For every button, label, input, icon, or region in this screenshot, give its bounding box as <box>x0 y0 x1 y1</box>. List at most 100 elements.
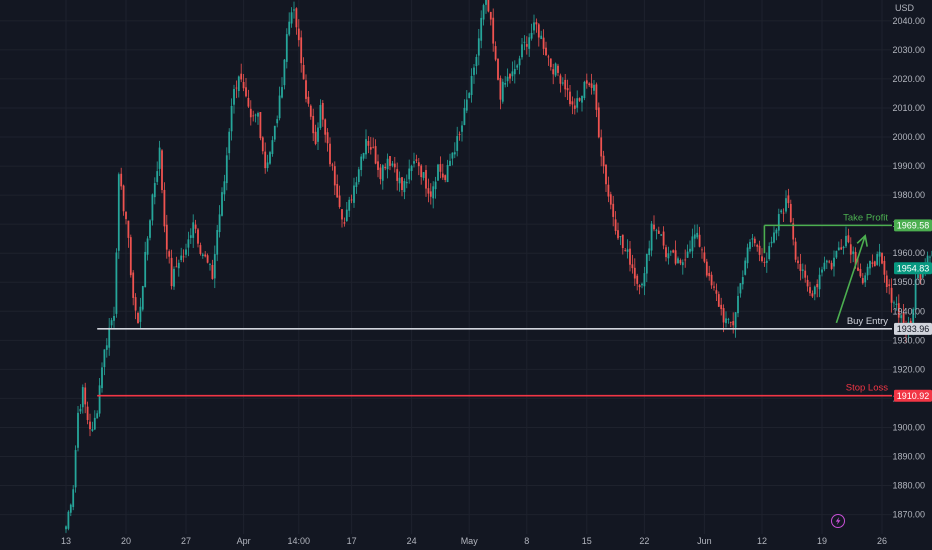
candle-body <box>845 235 847 247</box>
candle-body <box>566 88 569 91</box>
candle-body <box>763 261 766 263</box>
candle-body <box>242 81 245 89</box>
candle-body <box>885 275 888 288</box>
candle-body <box>240 73 243 80</box>
candle-body <box>588 83 591 86</box>
candle-body <box>86 406 89 421</box>
candle-body <box>825 260 828 263</box>
candle-body <box>578 98 581 101</box>
candle-body <box>201 254 204 256</box>
x-tick-label: 27 <box>181 536 191 546</box>
candle-body <box>849 244 852 255</box>
candle-body <box>461 125 463 132</box>
candle-body <box>475 56 478 67</box>
candle-body <box>489 11 492 20</box>
candle-body <box>684 259 687 261</box>
candle-body <box>890 287 893 303</box>
candle-body <box>321 102 324 120</box>
candle-body <box>355 182 358 188</box>
candle-body <box>569 91 571 105</box>
candle-body <box>206 255 209 263</box>
y-tick-label: 1940.00 <box>892 306 925 316</box>
candle-body <box>737 295 739 314</box>
candle-body <box>396 169 399 181</box>
candle-body <box>113 315 115 321</box>
candle-body <box>583 81 586 99</box>
candle-body <box>792 223 795 240</box>
candle-body <box>137 312 139 324</box>
candle-body <box>585 80 588 84</box>
candle-body <box>427 188 430 194</box>
candle-body <box>465 99 468 111</box>
candle-body <box>686 251 689 258</box>
y-tick-label: 2010.00 <box>892 103 925 113</box>
candle-body <box>362 153 365 159</box>
candle-body <box>857 267 859 271</box>
candle-body <box>420 165 423 178</box>
y-tick-label: 1870.00 <box>892 510 925 520</box>
candle-body <box>384 166 387 169</box>
candle-body <box>835 250 838 258</box>
candle-body <box>624 250 627 252</box>
candle-body <box>117 174 120 251</box>
candle-body <box>821 269 823 273</box>
x-tick-label: 17 <box>347 536 357 546</box>
candle-body <box>590 83 593 88</box>
candle-body <box>816 283 819 288</box>
candle-body <box>105 345 108 350</box>
candle-body <box>775 229 778 234</box>
candle-body <box>89 421 91 430</box>
y-tick-label: 1890.00 <box>892 451 925 461</box>
candle-body <box>269 152 271 164</box>
price-badge-text: 1910.92 <box>897 391 930 401</box>
candle-body <box>211 265 214 279</box>
candle-body <box>645 253 648 274</box>
candle-body <box>477 38 480 56</box>
take-profit-arrow <box>835 234 868 324</box>
candle-body <box>122 185 125 212</box>
candle-body <box>770 241 773 244</box>
candle-body <box>696 232 699 238</box>
candle-body <box>564 79 567 90</box>
candle-body <box>266 162 269 169</box>
candle-body <box>336 184 339 198</box>
candle-body <box>434 181 437 190</box>
candle-body <box>374 146 377 164</box>
y-tick-label: 1900.00 <box>892 422 925 432</box>
candle-body <box>809 287 811 294</box>
candle-body <box>350 199 353 201</box>
candle-body <box>761 256 763 262</box>
candle-body <box>797 260 799 264</box>
arrow-shaft <box>835 235 866 324</box>
candle-body <box>451 152 454 159</box>
x-tick-label: Apr <box>237 536 251 546</box>
x-tick-label: May <box>461 536 479 546</box>
candle-body <box>732 321 735 326</box>
candle-body <box>456 136 459 151</box>
grid <box>0 0 892 534</box>
candle-body <box>626 249 629 252</box>
candle-body <box>110 320 113 326</box>
candle-body <box>468 93 471 99</box>
candle-body <box>367 140 370 146</box>
candle-body <box>638 285 641 288</box>
candle-body <box>535 22 538 25</box>
candle-body <box>127 220 130 238</box>
y-tick-label: 1920.00 <box>892 364 925 374</box>
candle-body <box>79 408 82 412</box>
candle-body <box>741 277 744 285</box>
candle-body <box>278 95 281 119</box>
candle-body <box>912 309 915 327</box>
lightning-icon[interactable] <box>831 514 845 528</box>
candle-body <box>557 65 559 73</box>
candle-body <box>369 147 372 150</box>
candle-body <box>554 63 557 76</box>
candle-body <box>641 283 643 286</box>
candle-body <box>77 412 79 448</box>
candle-body <box>326 132 329 144</box>
candle-body <box>149 220 151 238</box>
candle-body <box>777 214 780 231</box>
candle-body <box>439 164 442 172</box>
candle-body <box>919 272 922 280</box>
y-tick-label: 1990.00 <box>892 161 925 171</box>
